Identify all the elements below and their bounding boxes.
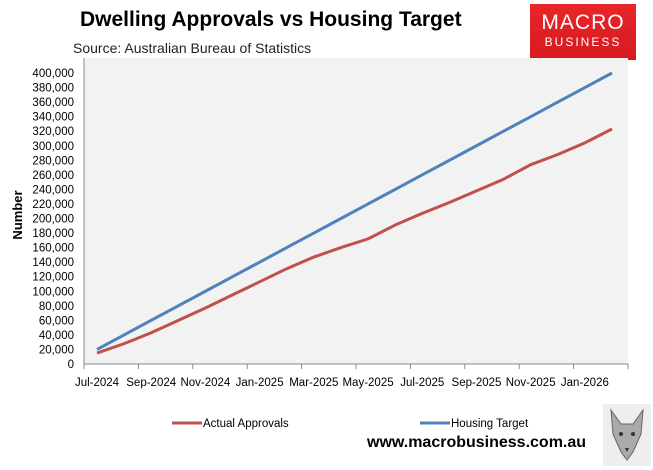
y-tick-label: 80,000: [39, 301, 74, 313]
x-tick-label: Nov-2024: [180, 377, 230, 389]
x-tick-label: Jan-2025: [236, 377, 284, 389]
x-tick-label: Jul-2025: [400, 377, 444, 389]
logo-line1: MACRO: [541, 11, 625, 34]
x-tick-label: Sep-2025: [452, 377, 502, 389]
chart-subtitle: Source: Australian Bureau of Statistics: [73, 40, 312, 56]
y-tick-label: 160,000: [32, 243, 74, 255]
y-tick-label: 100,000: [32, 286, 74, 298]
y-tick-label: 200,000: [32, 214, 74, 226]
x-tick-label: Jan-2026: [561, 377, 609, 389]
y-tick-label: 0: [68, 359, 74, 371]
website-url: www.macrobusiness.com.au: [367, 434, 587, 451]
y-tick-label: 280,000: [32, 155, 74, 167]
y-tick-label: 20,000: [39, 344, 74, 356]
y-tick-label: 360,000: [32, 97, 74, 109]
y-tick-label: 320,000: [32, 126, 74, 138]
y-tick-label: 260,000: [32, 170, 74, 182]
legend-label: Actual Approvals: [203, 418, 289, 430]
y-axis-label: Number: [10, 190, 25, 239]
x-tick-label: Nov-2025: [506, 377, 556, 389]
y-tick-label: 140,000: [32, 257, 74, 269]
x-tick-label: Sep-2024: [126, 377, 176, 389]
chart-title: Dwelling Approvals vs Housing Target: [80, 8, 462, 31]
y-tick-label: 220,000: [32, 199, 74, 211]
y-tick-label: 40,000: [39, 330, 74, 342]
y-tick-label: 120,000: [32, 272, 74, 284]
y-tick-label: 240,000: [32, 184, 74, 196]
wolf-icon: [603, 404, 651, 466]
x-tick-label: Jul-2024: [75, 377, 120, 389]
logo-line2: BUSINESS: [544, 35, 622, 49]
y-tick-label: 60,000: [39, 315, 74, 327]
x-tick-label: May-2025: [342, 377, 393, 389]
series-line-housing-target: [96, 71, 613, 351]
y-tick-label: 380,000: [32, 83, 74, 95]
y-tick-label: 300,000: [32, 141, 74, 153]
x-tick-label: Mar-2025: [289, 377, 338, 389]
macrobusiness-logo: MACRO BUSINESS: [530, 4, 636, 60]
y-tick-label: 400,000: [32, 68, 74, 80]
y-tick-label: 340,000: [32, 112, 74, 124]
legend-label: Housing Target: [451, 418, 529, 430]
series-line-actual-approvals: [96, 127, 613, 355]
y-tick-label: 180,000: [32, 228, 74, 240]
